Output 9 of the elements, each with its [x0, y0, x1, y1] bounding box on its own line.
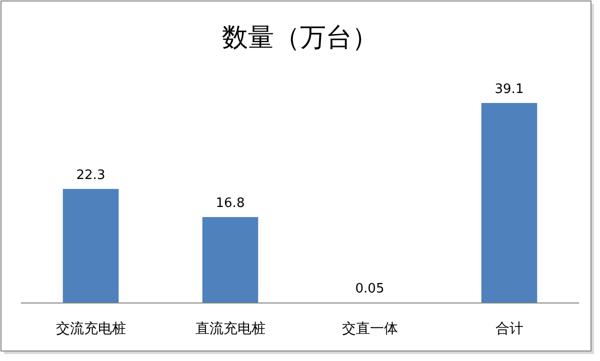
data-label: 39.1: [494, 82, 524, 97]
chart-title: 数量（万台）: [222, 23, 378, 53]
x-tick-label: 交流充电桩: [56, 321, 126, 337]
data-label: 0.05: [355, 282, 384, 297]
x-tick-label: 合计: [495, 321, 524, 337]
data-label: 22.3: [76, 168, 106, 183]
data-label: 16.8: [216, 196, 245, 212]
x-tick-label: 交直一体: [342, 321, 398, 337]
x-tick-label: 直流充电桩: [195, 321, 266, 337]
